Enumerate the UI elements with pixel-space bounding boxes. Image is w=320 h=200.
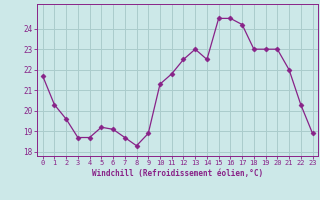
- X-axis label: Windchill (Refroidissement éolien,°C): Windchill (Refroidissement éolien,°C): [92, 169, 263, 178]
